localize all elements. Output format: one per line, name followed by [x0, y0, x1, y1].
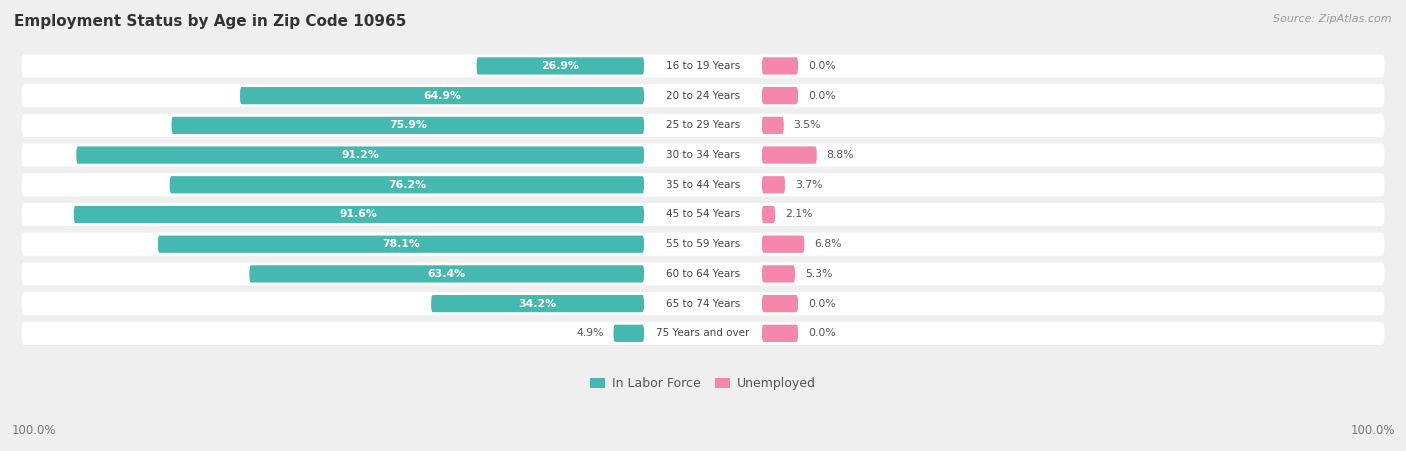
- Text: 26.9%: 26.9%: [541, 61, 579, 71]
- Text: 45 to 54 Years: 45 to 54 Years: [666, 209, 740, 220]
- FancyBboxPatch shape: [762, 206, 775, 223]
- Text: 64.9%: 64.9%: [423, 91, 461, 101]
- Text: 4.9%: 4.9%: [576, 328, 603, 338]
- FancyBboxPatch shape: [170, 176, 644, 193]
- FancyBboxPatch shape: [762, 147, 817, 164]
- FancyBboxPatch shape: [21, 173, 1385, 196]
- Text: 16 to 19 Years: 16 to 19 Years: [666, 61, 740, 71]
- Text: Employment Status by Age in Zip Code 10965: Employment Status by Age in Zip Code 109…: [14, 14, 406, 28]
- FancyBboxPatch shape: [762, 235, 804, 253]
- FancyBboxPatch shape: [648, 296, 758, 311]
- FancyBboxPatch shape: [21, 262, 1385, 285]
- FancyBboxPatch shape: [762, 87, 799, 104]
- FancyBboxPatch shape: [21, 114, 1385, 137]
- FancyBboxPatch shape: [762, 265, 794, 282]
- FancyBboxPatch shape: [648, 267, 758, 281]
- FancyBboxPatch shape: [477, 57, 644, 74]
- Text: 35 to 44 Years: 35 to 44 Years: [666, 180, 740, 190]
- FancyBboxPatch shape: [762, 295, 799, 312]
- FancyBboxPatch shape: [21, 233, 1385, 256]
- FancyBboxPatch shape: [648, 118, 758, 133]
- FancyBboxPatch shape: [432, 295, 644, 312]
- FancyBboxPatch shape: [249, 265, 644, 282]
- FancyBboxPatch shape: [762, 57, 799, 74]
- Text: 0.0%: 0.0%: [808, 299, 835, 308]
- FancyBboxPatch shape: [648, 207, 758, 222]
- FancyBboxPatch shape: [613, 325, 644, 342]
- Text: 0.0%: 0.0%: [808, 61, 835, 71]
- Text: 6.8%: 6.8%: [814, 239, 842, 249]
- FancyBboxPatch shape: [240, 87, 644, 104]
- Text: 63.4%: 63.4%: [427, 269, 465, 279]
- FancyBboxPatch shape: [21, 143, 1385, 167]
- Text: 75.9%: 75.9%: [389, 120, 427, 130]
- Text: 65 to 74 Years: 65 to 74 Years: [666, 299, 740, 308]
- Text: 3.7%: 3.7%: [794, 180, 823, 190]
- Text: 20 to 24 Years: 20 to 24 Years: [666, 91, 740, 101]
- Text: 30 to 34 Years: 30 to 34 Years: [666, 150, 740, 160]
- FancyBboxPatch shape: [76, 147, 644, 164]
- Text: 100.0%: 100.0%: [1350, 424, 1395, 437]
- FancyBboxPatch shape: [75, 206, 644, 223]
- Text: 55 to 59 Years: 55 to 59 Years: [666, 239, 740, 249]
- FancyBboxPatch shape: [648, 326, 758, 341]
- FancyBboxPatch shape: [21, 203, 1385, 226]
- FancyBboxPatch shape: [172, 117, 644, 134]
- Text: 60 to 64 Years: 60 to 64 Years: [666, 269, 740, 279]
- FancyBboxPatch shape: [648, 237, 758, 252]
- Text: 0.0%: 0.0%: [808, 91, 835, 101]
- FancyBboxPatch shape: [21, 292, 1385, 315]
- FancyBboxPatch shape: [21, 322, 1385, 345]
- Text: 76.2%: 76.2%: [388, 180, 426, 190]
- FancyBboxPatch shape: [648, 177, 758, 192]
- Text: 91.2%: 91.2%: [342, 150, 380, 160]
- FancyBboxPatch shape: [157, 235, 644, 253]
- FancyBboxPatch shape: [648, 59, 758, 73]
- Text: 0.0%: 0.0%: [808, 328, 835, 338]
- FancyBboxPatch shape: [648, 148, 758, 162]
- Text: 100.0%: 100.0%: [11, 424, 56, 437]
- Text: 2.1%: 2.1%: [785, 209, 813, 220]
- Text: 8.8%: 8.8%: [827, 150, 853, 160]
- Text: 25 to 29 Years: 25 to 29 Years: [666, 120, 740, 130]
- Text: 34.2%: 34.2%: [519, 299, 557, 308]
- Text: 91.6%: 91.6%: [340, 209, 378, 220]
- Text: 75 Years and over: 75 Years and over: [657, 328, 749, 338]
- FancyBboxPatch shape: [762, 176, 785, 193]
- FancyBboxPatch shape: [762, 117, 783, 134]
- Text: 3.5%: 3.5%: [793, 120, 821, 130]
- FancyBboxPatch shape: [21, 84, 1385, 107]
- Legend: In Labor Force, Unemployed: In Labor Force, Unemployed: [585, 373, 821, 396]
- Text: 5.3%: 5.3%: [804, 269, 832, 279]
- Text: Source: ZipAtlas.com: Source: ZipAtlas.com: [1274, 14, 1392, 23]
- FancyBboxPatch shape: [762, 325, 799, 342]
- Text: 78.1%: 78.1%: [382, 239, 420, 249]
- FancyBboxPatch shape: [648, 88, 758, 103]
- FancyBboxPatch shape: [21, 55, 1385, 78]
